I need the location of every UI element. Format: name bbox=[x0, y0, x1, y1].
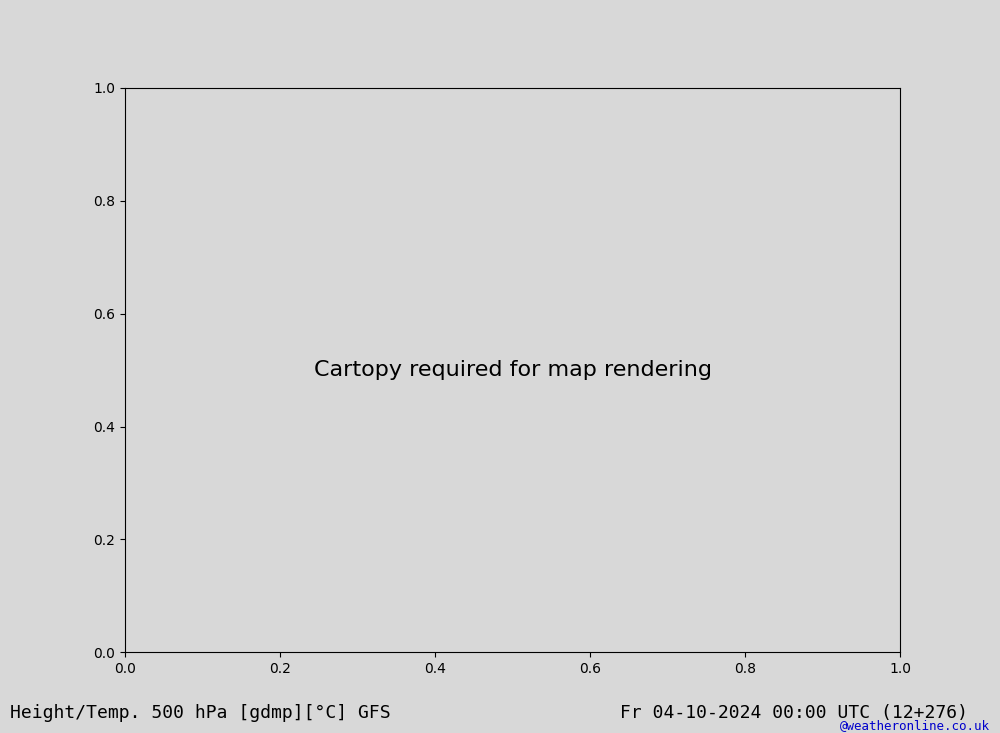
Text: Height/Temp. 500 hPa [gdmp][°C] GFS: Height/Temp. 500 hPa [gdmp][°C] GFS bbox=[10, 704, 391, 722]
Text: Cartopy required for map rendering: Cartopy required for map rendering bbox=[314, 360, 712, 380]
Text: @weatheronline.co.uk: @weatheronline.co.uk bbox=[840, 719, 990, 732]
Text: Fr 04-10-2024 00:00 UTC (12+276): Fr 04-10-2024 00:00 UTC (12+276) bbox=[620, 704, 968, 722]
